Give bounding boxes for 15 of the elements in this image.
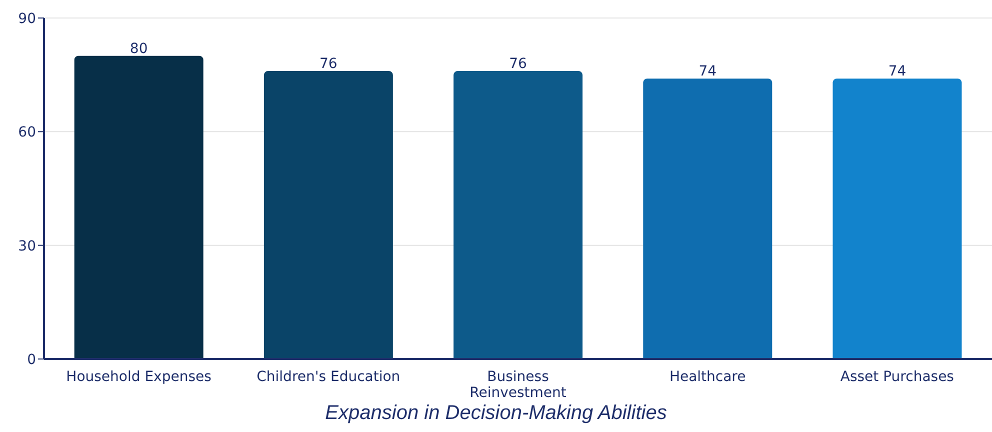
x-tick-label: Asset Purchases [840, 369, 954, 385]
y-tick-label: 90 [18, 10, 36, 27]
x-tick-label: Household Expenses [66, 369, 212, 385]
data-label: 76 [320, 56, 338, 72]
data-label: 74 [698, 64, 717, 80]
y-tick-label: 60 [18, 124, 36, 141]
y-tick-label: 30 [18, 238, 36, 254]
x-tick-label: Healthcare [669, 369, 746, 385]
x-tick-label: Business Reinvestment [470, 369, 567, 401]
y-tick-label: 0 [27, 352, 36, 368]
text: Expansion in Decision-Making Abilities [324, 402, 668, 425]
x-tick-label: Children's Education [256, 369, 400, 385]
data-label: 76 [509, 56, 528, 72]
data-label: 74 [888, 64, 906, 80]
data-label: 80 [130, 40, 148, 57]
